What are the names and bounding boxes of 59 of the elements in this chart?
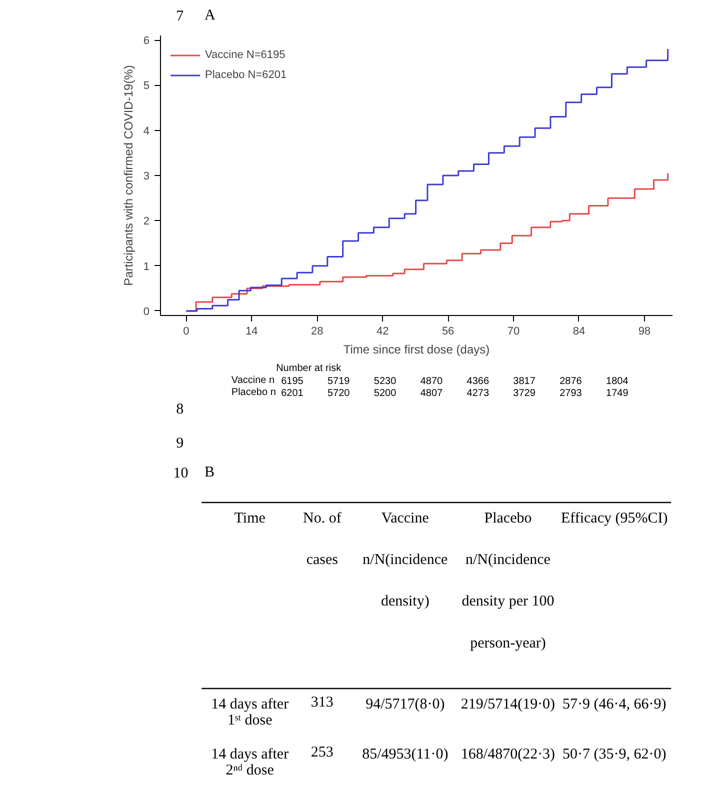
text: 168/4870(22·3) [460, 746, 556, 762]
text: 5720 [328, 388, 350, 399]
legend-label: Vaccine N=6195 [205, 49, 286, 61]
text: 9 [176, 436, 184, 452]
y-tick-label: 1 [143, 260, 150, 273]
text: Number at risk [276, 363, 342, 374]
text: 2876 [560, 376, 582, 387]
x-tick-label: 28 [311, 326, 324, 338]
text: 4273 [466, 388, 490, 399]
text: 7 [176, 8, 184, 24]
x-tick-label: 0 [183, 326, 190, 338]
text: 253 [310, 744, 334, 760]
y-tick-label: 5 [143, 80, 150, 92]
text: 5719 [328, 376, 350, 387]
text: 2793 [560, 388, 582, 399]
text: 1749 [606, 388, 629, 399]
text: 219/5714(19·0) [460, 696, 556, 712]
text: 10 [173, 466, 188, 482]
x-tick-label: 98 [638, 326, 651, 338]
text: 3729 [513, 388, 536, 399]
text: Vaccine n/N(incidence density) [362, 510, 448, 610]
y-tick-label: 2 [143, 216, 150, 228]
text: 313 [310, 694, 334, 710]
x-tick-label: 70 [507, 326, 520, 338]
text: 6195 [281, 376, 304, 387]
text: Efficacy (95%CI) [560, 510, 668, 526]
y-tick-label: 0 [143, 306, 150, 318]
text: Vaccine n [231, 375, 275, 386]
x-tick-label: 84 [572, 326, 586, 338]
y-tick-label: 3 [143, 170, 150, 182]
text: Placebo n [231, 387, 276, 398]
x-tick-label: 14 [246, 326, 258, 338]
text: 14 days after 2ⁿᵈ dose [211, 746, 289, 778]
text: Time [234, 510, 266, 526]
x-tick-label: 56 [442, 326, 454, 338]
text: 5200 [374, 388, 397, 399]
text: 14 days after 1ˢᵗ dose [211, 696, 289, 728]
text: No. of cases [303, 510, 342, 568]
text: 94/5717(8·0) [366, 696, 445, 712]
x-tick-label: 42 [376, 326, 389, 338]
chart-title: A [204, 8, 216, 24]
text: 3817 [513, 376, 536, 387]
text: Placebo n/N(incidence density per 100 person-year) [462, 510, 554, 652]
legend-label: Placebo N=6201 [205, 69, 287, 81]
text: 50·7 (35·9, 62·0) [562, 746, 666, 762]
y-axis-title: Participants with confirmed COVID-19(%) [121, 65, 136, 286]
text: 6201 [281, 388, 304, 399]
y-tick-label: 6 [143, 35, 150, 48]
text: 1804 [606, 376, 629, 387]
text: 85/4953(11·0) [362, 746, 448, 762]
text: B [204, 464, 214, 480]
text: 8 [176, 402, 184, 418]
text: 4366 [466, 376, 490, 387]
text: 4807 [420, 388, 444, 399]
text: 5230 [374, 376, 397, 387]
x-axis-title: Time since first dose (days) [343, 342, 490, 356]
y-tick-label: 4 [143, 125, 150, 138]
text: 57·9 (46·4, 66·9) [562, 696, 666, 712]
text: 4870 [420, 376, 444, 387]
